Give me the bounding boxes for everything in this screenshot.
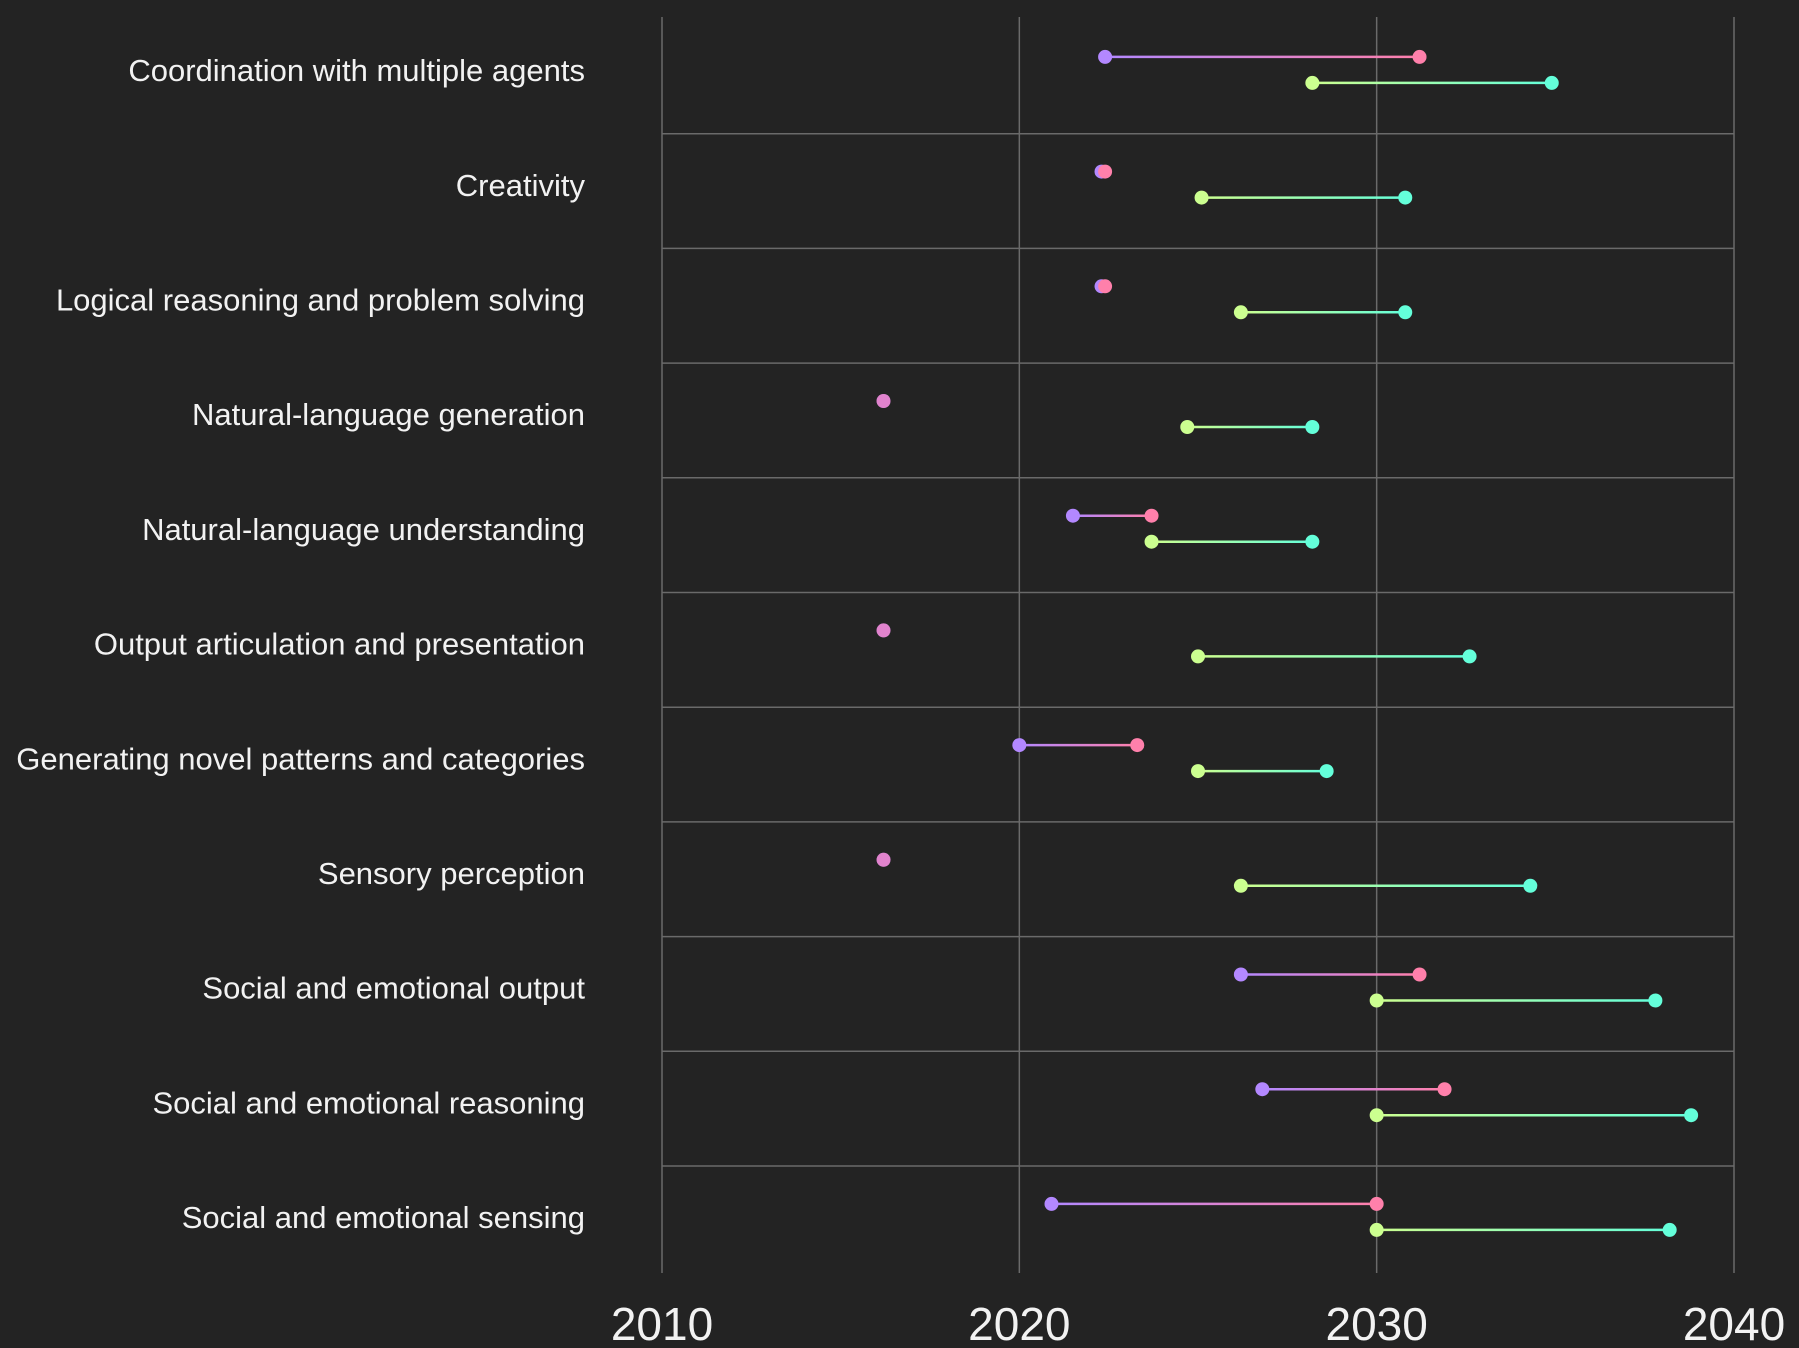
category-label: Social and emotional reasoning <box>152 1085 585 1120</box>
start-dot <box>1194 190 1209 205</box>
start-dot <box>1065 508 1080 523</box>
end-dot <box>1130 738 1145 753</box>
start-dot <box>1369 1108 1384 1123</box>
start-dot <box>1191 764 1205 779</box>
end-dot <box>1412 49 1427 64</box>
end-dot <box>1437 1082 1452 1097</box>
end-dot <box>1305 420 1320 435</box>
start-dot <box>1233 878 1248 893</box>
category-label: Output articulation and presentation <box>94 627 585 662</box>
end-dot <box>1305 534 1320 549</box>
x-tick-label: 2010 <box>611 1298 713 1348</box>
category-label: Social and emotional output <box>202 971 585 1006</box>
start-dot <box>1233 967 1248 982</box>
end-dot <box>1319 764 1334 779</box>
category-label: Generating novel patterns and categories <box>16 741 585 776</box>
end-dot <box>1462 649 1477 664</box>
end-dot <box>1398 305 1413 320</box>
category-label: Social and emotional sensing <box>182 1200 585 1235</box>
category-label: Creativity <box>456 168 586 203</box>
start-dot <box>1012 738 1027 753</box>
end-dot <box>1523 878 1538 893</box>
start-dot <box>1098 49 1113 64</box>
end-dot <box>1398 190 1413 205</box>
start-dot <box>1369 993 1384 1008</box>
start-dot <box>1305 75 1320 90</box>
category-label: Logical reasoning and problem solving <box>56 282 585 317</box>
end-dot <box>876 852 891 867</box>
start-dot <box>1191 649 1205 664</box>
start-dot <box>1144 534 1159 549</box>
start-dot <box>1369 1222 1384 1237</box>
start-dot <box>1044 1196 1059 1211</box>
end-dot <box>1544 75 1559 90</box>
start-dot <box>1255 1082 1270 1097</box>
end-dot <box>1684 1108 1699 1123</box>
start-dot <box>1180 420 1195 435</box>
end-dot <box>1412 967 1427 982</box>
end-dot <box>1369 1196 1384 1211</box>
end-dot <box>1098 164 1113 179</box>
x-tick-label: 2020 <box>968 1298 1070 1348</box>
end-dot <box>1648 993 1663 1008</box>
x-tick-label: 2030 <box>1325 1298 1427 1348</box>
category-label: Coordination with multiple agents <box>128 53 585 88</box>
category-label: Natural-language generation <box>192 397 585 432</box>
start-dot <box>1233 305 1248 320</box>
x-tick-label: 2040 <box>1683 1298 1785 1348</box>
end-dot <box>876 623 891 638</box>
end-dot <box>1144 508 1159 523</box>
end-dot <box>1098 279 1113 294</box>
end-dot <box>1662 1222 1677 1237</box>
category-label: Sensory perception <box>318 856 585 891</box>
end-dot <box>876 394 891 409</box>
category-label: Natural-language understanding <box>142 512 585 547</box>
